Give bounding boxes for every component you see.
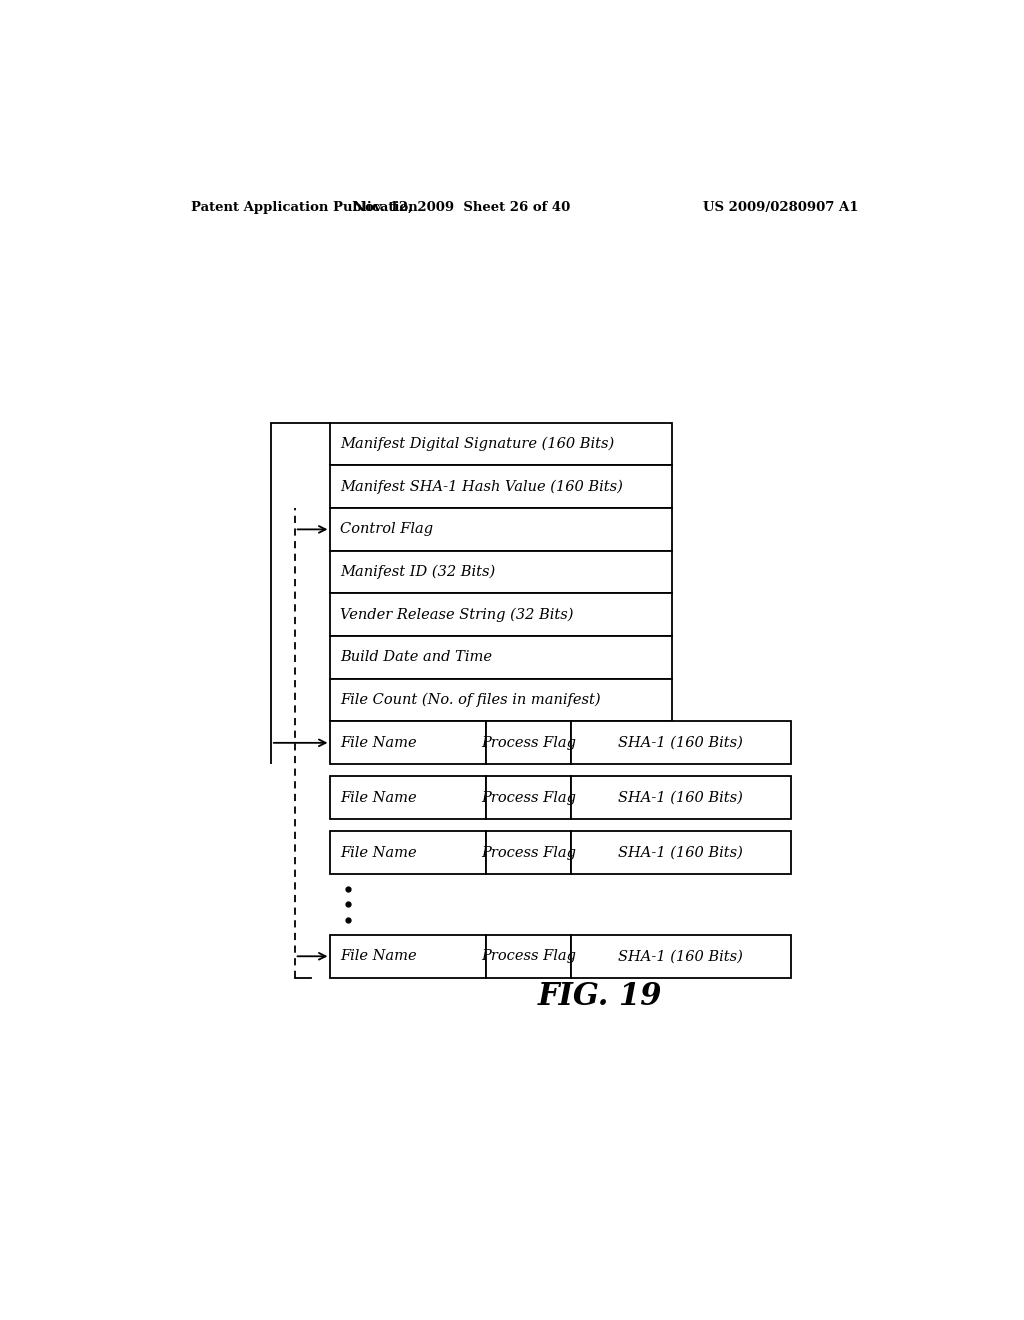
Bar bbox=[571, 832, 791, 874]
Bar bbox=[331, 508, 672, 550]
Text: File Name: File Name bbox=[340, 791, 417, 805]
Bar bbox=[571, 722, 791, 764]
Text: File Name: File Name bbox=[340, 846, 417, 859]
Text: SHA-1 (160 Bits): SHA-1 (160 Bits) bbox=[618, 791, 743, 805]
Text: Process Flag: Process Flag bbox=[481, 949, 575, 964]
Text: SHA-1 (160 Bits): SHA-1 (160 Bits) bbox=[618, 735, 743, 750]
Text: File Name: File Name bbox=[340, 735, 417, 750]
Bar bbox=[331, 832, 485, 874]
Bar bbox=[485, 935, 571, 978]
Text: SHA-1 (160 Bits): SHA-1 (160 Bits) bbox=[618, 949, 743, 964]
Bar bbox=[571, 935, 791, 978]
Bar bbox=[485, 722, 571, 764]
Bar bbox=[331, 935, 485, 978]
Bar bbox=[331, 550, 672, 594]
Bar bbox=[331, 776, 485, 818]
Text: Patent Application Publication: Patent Application Publication bbox=[191, 201, 418, 214]
Bar bbox=[571, 776, 791, 818]
Text: Process Flag: Process Flag bbox=[481, 791, 575, 805]
Text: Control Flag: Control Flag bbox=[340, 523, 433, 536]
Text: Process Flag: Process Flag bbox=[481, 735, 575, 750]
Bar bbox=[331, 422, 672, 466]
Text: US 2009/0280907 A1: US 2009/0280907 A1 bbox=[702, 201, 858, 214]
Text: Manifest SHA-1 Hash Value (160 Bits): Manifest SHA-1 Hash Value (160 Bits) bbox=[340, 479, 623, 494]
Text: Manifest Digital Signature (160 Bits): Manifest Digital Signature (160 Bits) bbox=[340, 437, 614, 451]
Text: Nov. 12, 2009  Sheet 26 of 40: Nov. 12, 2009 Sheet 26 of 40 bbox=[352, 201, 570, 214]
Bar bbox=[485, 776, 571, 818]
Text: Manifest ID (32 Bits): Manifest ID (32 Bits) bbox=[340, 565, 496, 579]
Bar bbox=[485, 832, 571, 874]
Text: File Name: File Name bbox=[340, 949, 417, 964]
Text: SHA-1 (160 Bits): SHA-1 (160 Bits) bbox=[618, 846, 743, 859]
Text: Vender Release String (32 Bits): Vender Release String (32 Bits) bbox=[340, 607, 573, 622]
Bar bbox=[331, 594, 672, 636]
Bar bbox=[331, 466, 672, 508]
Text: Build Date and Time: Build Date and Time bbox=[340, 651, 492, 664]
Text: File Count (No. of files in manifest): File Count (No. of files in manifest) bbox=[340, 693, 600, 708]
Bar bbox=[331, 678, 672, 722]
Bar bbox=[331, 636, 672, 678]
Bar bbox=[331, 722, 485, 764]
Text: FIG. 19: FIG. 19 bbox=[538, 982, 663, 1012]
Text: Process Flag: Process Flag bbox=[481, 846, 575, 859]
